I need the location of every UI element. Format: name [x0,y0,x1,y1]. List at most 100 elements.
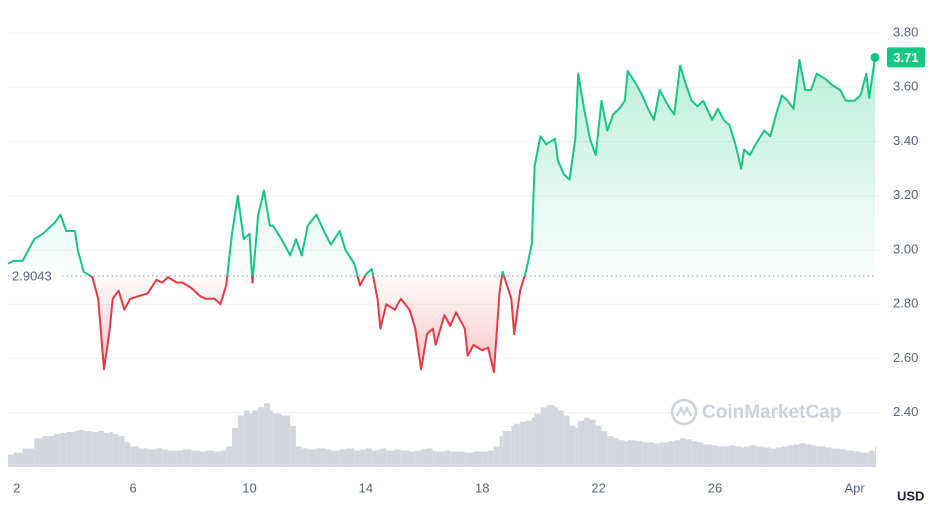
volume-bar [546,405,555,467]
volume-bar [557,410,564,467]
y-tick-label: 3.00 [893,241,918,256]
volume-bar [258,407,265,467]
volume-bar [525,420,532,467]
volume-bar [499,436,503,467]
last-price-dot [870,52,880,62]
y-tick-label: 2.80 [893,296,918,311]
volume-bar [316,448,326,467]
volume-bar [607,436,614,467]
volume-bar [66,432,75,467]
volume-bar [735,446,742,467]
volume-bar [482,451,489,467]
volume-bar [400,450,410,467]
volume-bar [534,413,541,467]
volume-bar [220,450,227,467]
labels: 2.402.602.803.003.203.403.603.802 6 10 14 18… [10,24,925,495]
volume-bar [432,450,436,467]
volume-bar [394,449,401,467]
volume-bar [34,438,43,467]
volume-bar [770,448,777,467]
reference-label: 2.9043 [12,268,52,283]
volume-bar [674,440,681,467]
volume-bar [8,454,14,467]
volume-bar [138,448,148,467]
volume-bar [281,415,291,467]
volume-bar [793,444,800,467]
volume-bar [613,438,619,467]
volume-bar [845,450,855,467]
plot [7,52,880,374]
volume-bar [307,449,317,467]
volume-bar [60,433,67,467]
volume-bar [755,446,765,467]
volume-bar [118,436,125,467]
volume-bar [325,449,331,467]
volume-bar [642,442,649,467]
volume-bar [776,447,782,467]
volume-bar [540,407,547,467]
volume-bar [781,446,788,467]
volume-bar [54,434,61,467]
volume-bar [243,410,250,467]
y-tick-label: 3.60 [893,79,918,94]
volume [8,403,876,467]
volume-bar [624,441,628,467]
watermark-logo-mark [676,405,692,417]
volume-bar [691,441,698,467]
volume-bar [799,443,806,467]
volume-bar [421,449,427,467]
volume-bar [83,431,93,467]
volume-bar [554,407,558,467]
volume-bar [764,447,771,467]
volume-bar [249,413,253,467]
volume-bar [531,417,535,467]
volume-bar [467,452,474,467]
y-tick-label: 3.20 [893,187,918,202]
x-tick-label: 2 [13,480,20,495]
x-tick-label: 22 [591,480,605,495]
volume-bar [330,450,340,467]
y-tick-label: 3.40 [893,133,918,148]
volume-bar [493,446,500,467]
volume-bar [130,446,139,467]
volume-bar [514,423,521,467]
y-tick-label: 2.40 [893,404,918,419]
volume-bar [205,450,215,467]
y-tick-label: 2.60 [893,350,918,365]
volume-bar [723,446,730,467]
volume-bar [860,452,867,467]
volume-bar [226,446,233,467]
volume-bar [301,448,308,467]
last-price-label: 3.71 [893,50,918,65]
volume-bar [252,410,259,467]
volume-bar [74,431,78,467]
volume-bar [377,449,381,467]
volume-bar [680,438,686,467]
volume-bar [22,448,35,467]
volume-bar [380,448,387,467]
volume-bar [653,443,660,467]
volume-bar [450,451,457,467]
volume-bar [569,425,576,467]
volume-bar [502,431,512,467]
volume-bar [415,450,422,467]
watermark-logo [670,398,698,426]
volume-bar [511,425,515,467]
volume-bar [354,450,361,467]
volume-bar [98,431,105,467]
volume-bar [92,432,99,467]
volume-bar [668,441,675,467]
volume-bar [168,450,177,467]
volume-bar [456,451,465,467]
x-tick-label: Apr [845,480,866,495]
x-tick-label: 26 [708,480,722,495]
volume-bar [618,440,625,467]
volume-bar [636,441,643,467]
volume-bar [810,445,817,467]
volume-bar [264,403,270,467]
volume-bar [685,439,692,467]
volume-bar [42,436,55,467]
volume-bar [697,442,704,467]
volume-bar [232,427,238,467]
